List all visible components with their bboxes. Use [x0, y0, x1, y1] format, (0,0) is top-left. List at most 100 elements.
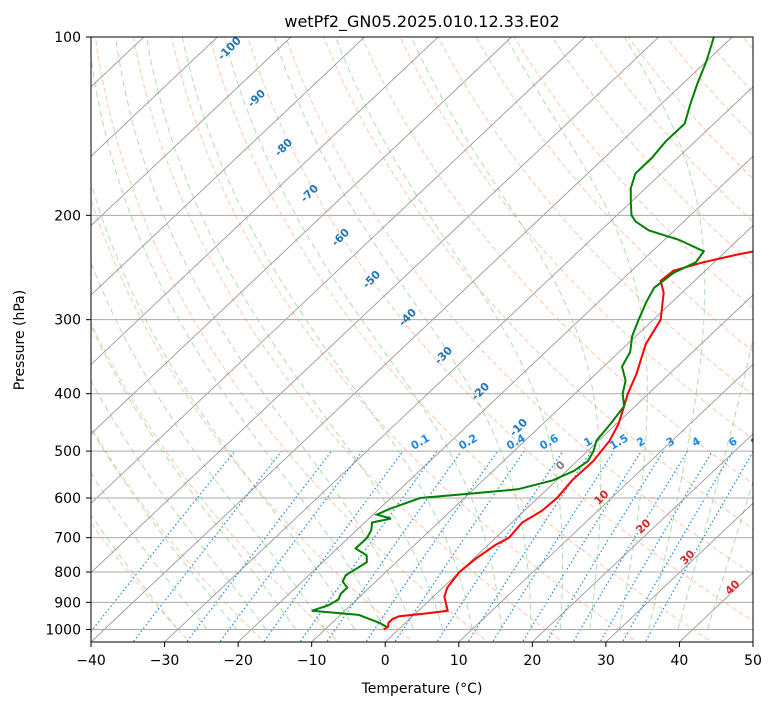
isotherm	[91, 37, 219, 157]
y-axis-ticks: 100 200 300 400 500 600 700 800 900 1000	[45, 30, 91, 638]
x-tick-label: −10	[297, 653, 327, 669]
moist-adiabat	[91, 514, 179, 630]
plot-frame	[90, 36, 754, 643]
mixing-ratio-line	[521, 450, 642, 642]
dry-adiabat	[91, 426, 266, 642]
x-tick-label: −30	[150, 653, 180, 669]
moist-adiabat	[505, 37, 648, 630]
mixing-ratio-line	[572, 450, 689, 642]
mixing-ratio-label: 10	[767, 432, 775, 451]
isotherm	[91, 37, 660, 574]
mixing-ratio-line	[219, 450, 363, 642]
isotherm-label: -30	[432, 344, 455, 367]
moist-adiabat	[91, 427, 238, 630]
x-tick-label: 10	[450, 653, 468, 669]
x-tick-label: 0	[381, 653, 390, 669]
dry-adiabat	[437, 37, 753, 396]
dry-adiabat	[361, 37, 753, 485]
mixing-ratio-label: 0.4	[504, 431, 528, 452]
mixing-ratio-label: 1.5	[607, 432, 630, 453]
mixing-ratio-line	[621, 450, 734, 642]
y-tick-label: 300	[54, 313, 81, 329]
dry-adiabat	[323, 37, 753, 530]
moist-adiabat	[91, 379, 267, 630]
dry-adiabat	[209, 37, 713, 642]
x-axis-ticks: −40 −30 −20 −10 0 10 20 30 40 50	[76, 642, 762, 669]
mixing-ratio-line	[91, 450, 236, 633]
isotherm	[91, 37, 513, 435]
isotherm	[91, 37, 439, 366]
x-tick-label: 50	[744, 653, 762, 669]
moist-adiabat	[707, 480, 753, 630]
mixing-ratio-line	[325, 450, 462, 642]
dry-adiabat	[91, 321, 340, 642]
isotherm-label: -50	[360, 268, 383, 291]
temperature-line	[383, 250, 753, 631]
y-tick-label: 400	[54, 387, 81, 403]
isotherm	[752, 641, 753, 642]
x-tick-label: 30	[597, 653, 615, 669]
moist-adiabat	[91, 261, 326, 630]
y-tick-label: 700	[54, 531, 81, 547]
mixing-ratio-line	[599, 450, 713, 642]
moist-adiabat	[274, 37, 532, 630]
mixing-ratio-label: 8	[748, 435, 761, 450]
y-tick-label: 800	[54, 565, 81, 581]
moist-adiabat	[223, 37, 502, 630]
moist-adiabat	[91, 54, 385, 630]
mixing-ratio-label: 0.2	[456, 432, 479, 453]
y-tick-label: 500	[54, 444, 81, 460]
background-lines	[0, 24, 753, 645]
dry-adiabat	[170, 37, 639, 642]
x-tick-label: 20	[523, 653, 541, 669]
isotherm-label: -90	[245, 87, 268, 110]
dry-adiabat	[589, 37, 753, 223]
moist-adiabat-label: 0	[553, 458, 568, 473]
mixing-ratio-line	[262, 450, 404, 642]
y-axis-label: Pressure (hPa)	[12, 290, 28, 390]
moist-adiabat	[410, 37, 602, 630]
mixing-ratio-line	[436, 450, 564, 642]
x-tick-label: 40	[671, 653, 689, 669]
chart-title: wetPf2_GN05.2025.010.12.33.E02	[284, 12, 559, 32]
x-tick-label: −20	[223, 653, 253, 669]
isotherm	[91, 37, 366, 296]
dry-adiabat	[513, 37, 753, 309]
moist-adiabat	[624, 37, 706, 630]
moist-adiabat	[181, 37, 473, 630]
y-tick-label: 100	[54, 30, 81, 46]
mixing-ratio-line	[365, 450, 499, 642]
mixing-ratio-line	[491, 450, 615, 642]
isotherm	[91, 37, 586, 504]
isotherm-label: -40	[396, 306, 419, 329]
mixing-ratio-label: 0.1	[409, 432, 432, 453]
mixing-ratio-line	[545, 450, 665, 642]
isotherm	[605, 502, 753, 642]
isotherm	[458, 363, 753, 642]
mixing-ratio-label: 4	[690, 434, 703, 449]
dry-adiabat	[475, 37, 753, 352]
mixing-ratio-label: 6	[726, 434, 739, 449]
pressure-grid	[91, 37, 753, 630]
isotherm	[0, 24, 11, 645]
isotherm-label: -20	[469, 380, 492, 403]
dry-adiabat-label: 30	[678, 547, 698, 567]
isotherm-label: -80	[272, 136, 295, 159]
dry-adiabat	[94, 37, 489, 642]
mixing-ratio-line	[299, 450, 438, 642]
isotherm	[311, 225, 753, 642]
x-axis-label: Temperature (°C)	[361, 681, 483, 697]
y-tick-label: 900	[54, 595, 81, 611]
dry-adiabat-label: 40	[723, 577, 743, 597]
mixing-ratio-label: 3	[664, 435, 677, 450]
moist-adiabat	[91, 181, 355, 630]
moist-adiabat	[91, 324, 296, 630]
isotherm-label: -100	[215, 34, 244, 63]
isotherm	[237, 155, 753, 642]
dry-adiabat-label: 20	[634, 516, 654, 536]
mixing-ratio-line	[467, 450, 592, 642]
dry-adiabat	[91, 198, 415, 642]
mixing-ratio-line	[644, 450, 753, 642]
dry-adiabat	[665, 37, 753, 137]
